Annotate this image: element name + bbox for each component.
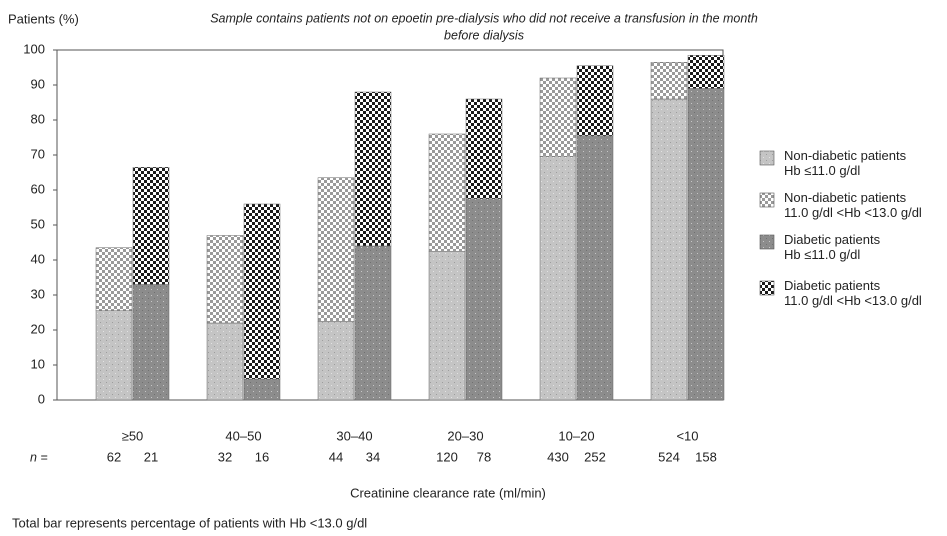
n-value: 120: [436, 449, 458, 464]
bar-segment: [539, 156, 577, 401]
y-tick-label: 100: [23, 41, 45, 56]
bar-segment: [576, 65, 614, 136]
n-label: n =: [30, 450, 48, 464]
n-value: 158: [695, 449, 717, 464]
x-tick-label: ≥50: [122, 428, 144, 443]
x-axis-label: Creatinine clearance rate (ml/min): [350, 485, 546, 500]
bar-segment: [206, 235, 244, 324]
n-value: 78: [477, 449, 491, 464]
bar-segment: [465, 98, 503, 199]
n-value: 32: [218, 449, 232, 464]
bar-segment: [243, 203, 281, 380]
y-tick-label: 10: [31, 356, 45, 371]
legend-label: Non-diabetic patients Hb ≤11.0 g/dl: [784, 148, 907, 178]
bar-segment: [317, 177, 355, 322]
n-value: 62: [107, 449, 121, 464]
bar-segment: [206, 322, 244, 401]
bar-segment: [428, 133, 466, 252]
bar-segment: [95, 247, 133, 311]
n-value: 21: [144, 449, 158, 464]
y-tick-label: 40: [31, 251, 45, 266]
bar-segment: [428, 251, 466, 401]
y-tick-label: 0: [38, 391, 45, 406]
legend-label: Diabetic patients 11.0 g/dl <Hb <13.0 g/d…: [784, 278, 922, 308]
y-axis-label: Patients (%): [8, 11, 79, 26]
y-tick-label: 50: [31, 216, 45, 231]
x-tick-label: 30–40: [336, 428, 372, 443]
legend-swatch: [759, 192, 775, 208]
n-value: 44: [329, 449, 343, 464]
y-tick-label: 30: [31, 286, 45, 301]
legend-label: Diabetic patients Hb ≤11.0 g/dl: [784, 232, 881, 262]
bar-segment: [650, 62, 688, 100]
bar-segment: [132, 167, 170, 285]
n-value: 430: [547, 449, 569, 464]
y-tick-label: 60: [31, 181, 45, 196]
x-tick-label: 20–30: [447, 428, 483, 443]
n-value: 252: [584, 449, 606, 464]
y-tick-label: 90: [31, 76, 45, 91]
bar-segment: [687, 55, 725, 89]
legend-label: Non-diabetic patients 11.0 g/dl <Hb <13.0…: [784, 190, 922, 220]
y-tick-label: 70: [31, 146, 45, 161]
legend-swatch: [759, 150, 775, 166]
n-value: 34: [366, 449, 380, 464]
footnote: Total bar represents percentage of patie…: [12, 515, 367, 530]
x-tick-label: <10: [676, 428, 698, 443]
bar-segment: [354, 91, 392, 247]
bar-segment: [650, 98, 688, 401]
bar-segment: [243, 378, 281, 401]
bar-segment: [576, 135, 614, 401]
bar-segment: [687, 88, 725, 401]
bar-segment: [95, 310, 133, 401]
bar-segment: [465, 198, 503, 401]
legend-swatch: [759, 280, 775, 296]
x-tick-label: 10–20: [558, 428, 594, 443]
bar-segment: [317, 321, 355, 401]
y-tick-label: 80: [31, 111, 45, 126]
n-value: 524: [658, 449, 680, 464]
legend-swatch: [759, 234, 775, 250]
subtitle: Sample contains patients not on epoetin …: [210, 11, 758, 25]
bar-segment: [354, 245, 392, 401]
bar-segment: [539, 77, 577, 157]
y-tick-label: 20: [31, 321, 45, 336]
n-value: 16: [255, 449, 269, 464]
bar-segment: [132, 284, 170, 401]
x-tick-label: 40–50: [225, 428, 261, 443]
subtitle: before dialysis: [444, 28, 524, 42]
